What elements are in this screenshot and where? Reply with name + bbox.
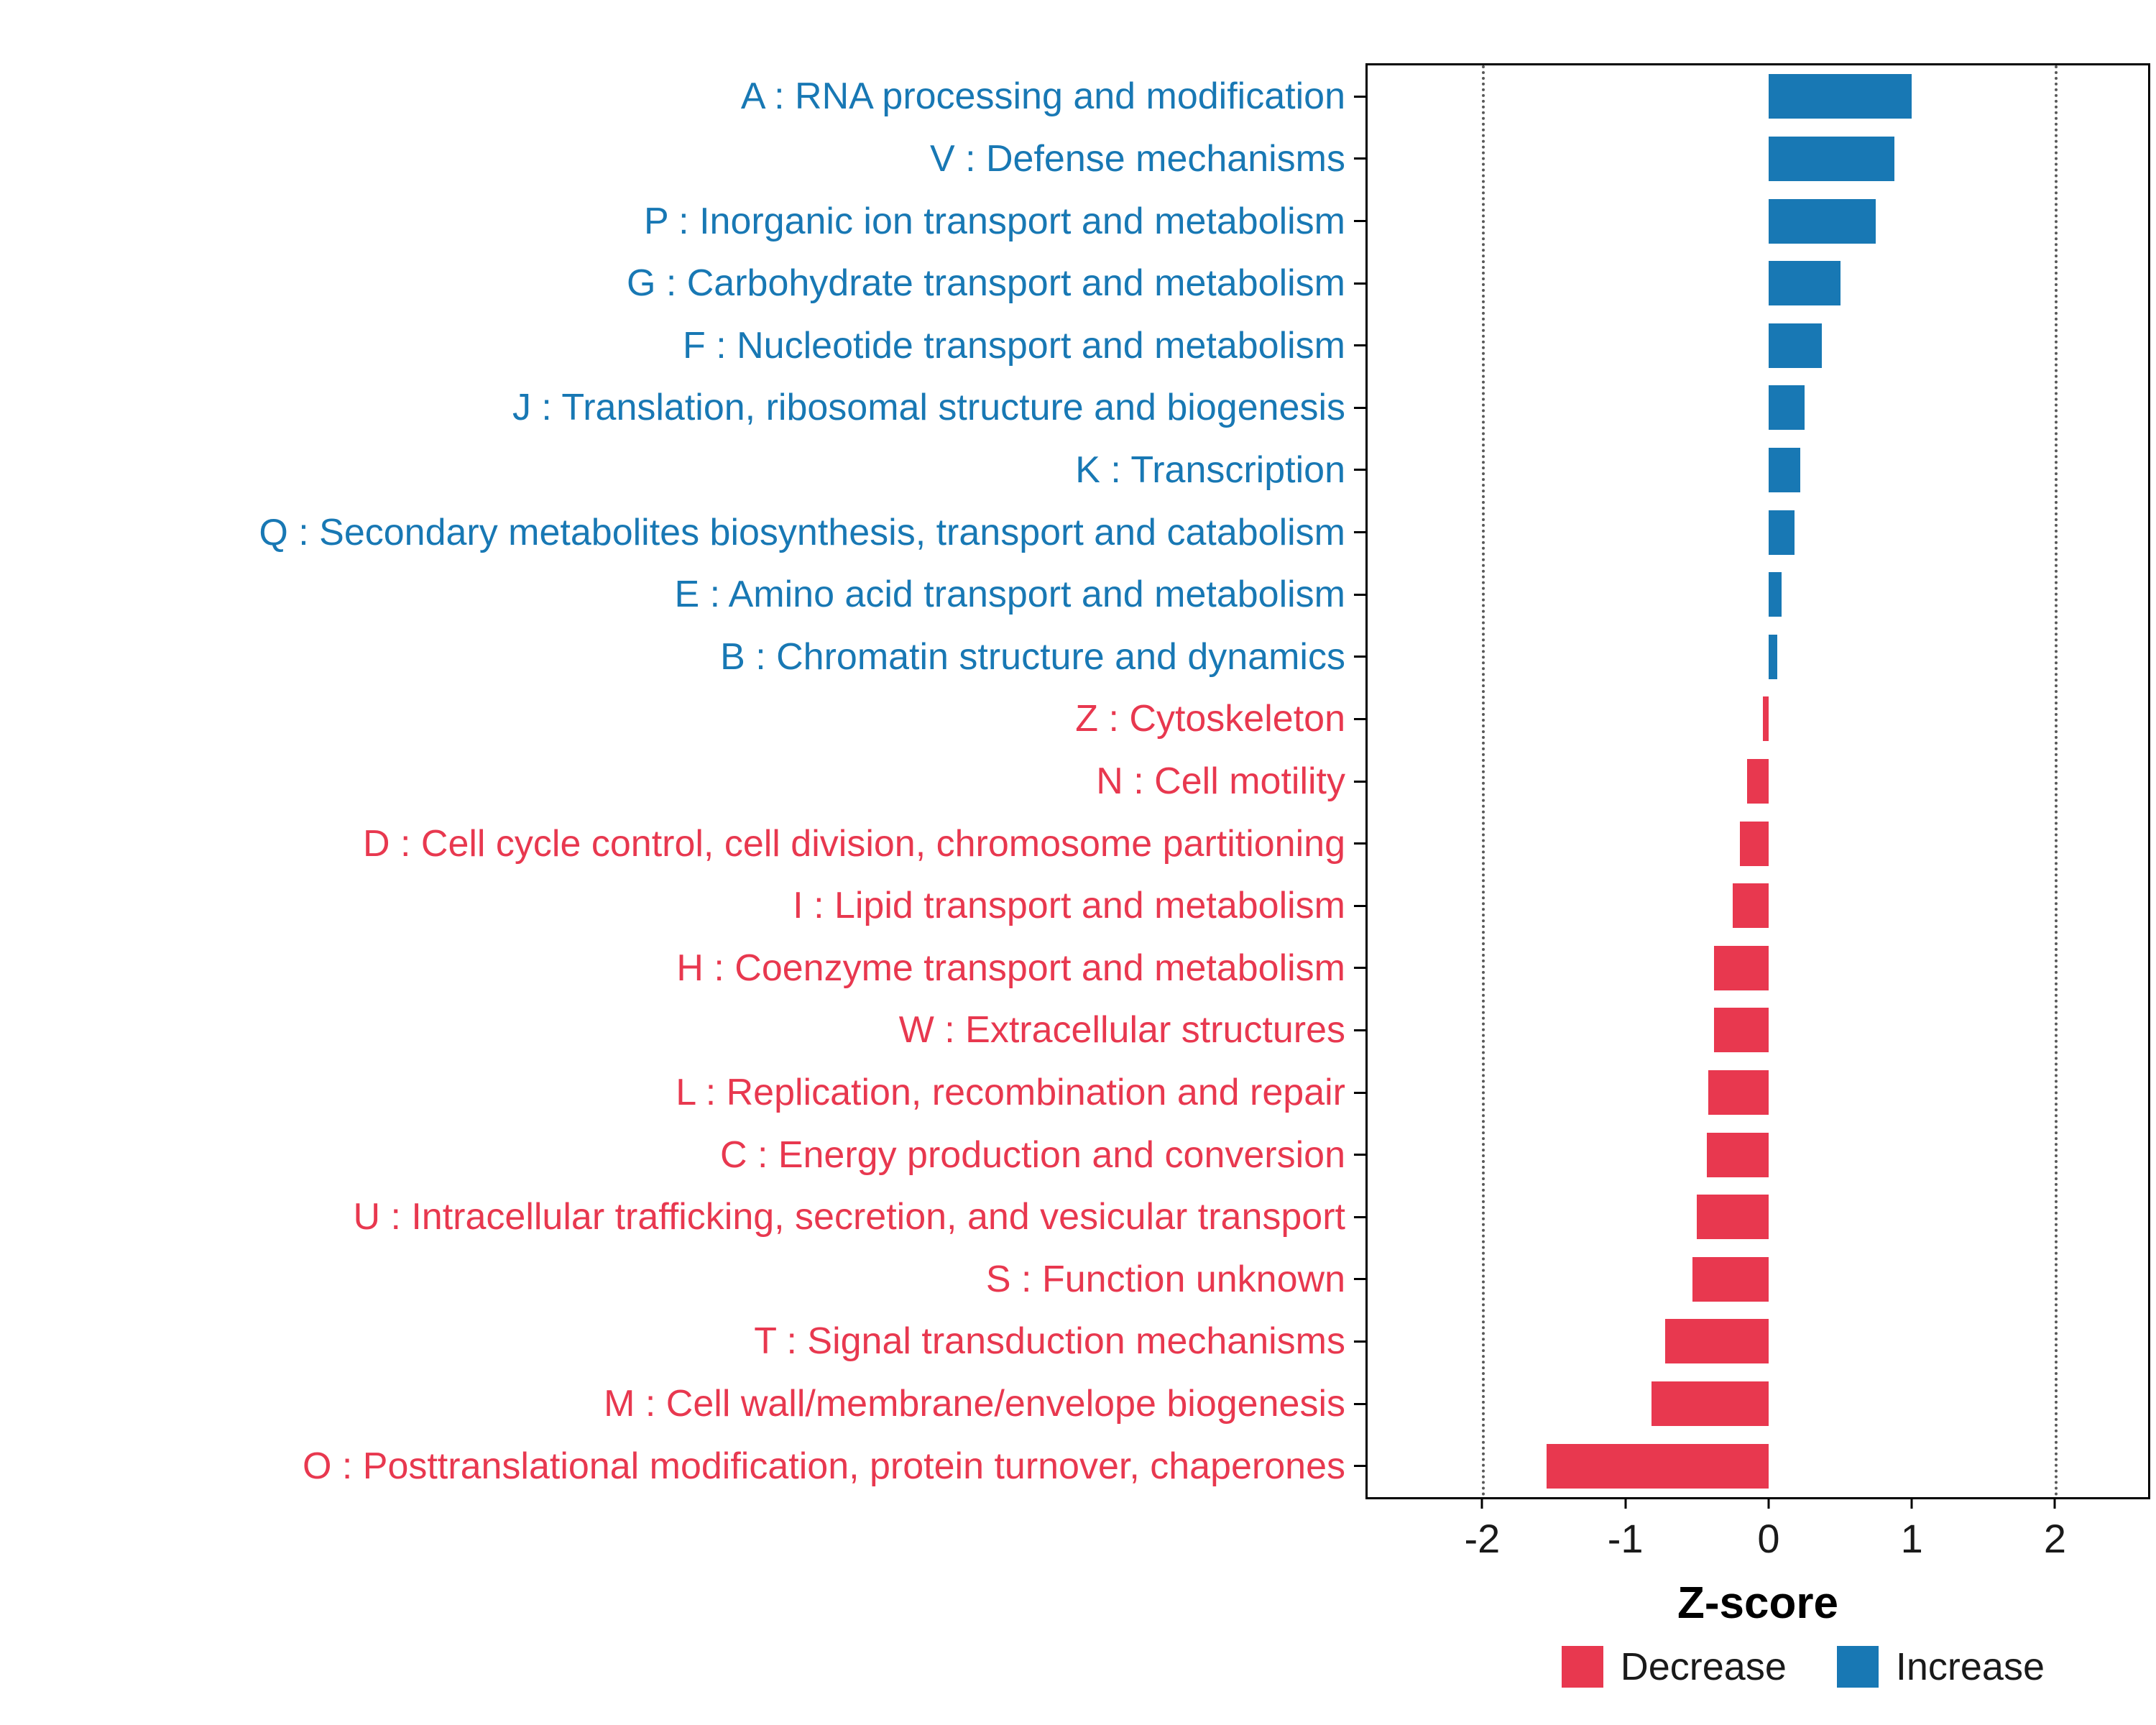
category-label: F : Nucleotide transport and metabolism — [683, 324, 1345, 367]
category-label: B : Chromatin structure and dynamics — [720, 635, 1345, 678]
y-tick-mark — [1354, 904, 1365, 907]
y-tick-mark — [1354, 1029, 1365, 1031]
x-tick-label: -1 — [1607, 1516, 1644, 1561]
bar — [1714, 1008, 1769, 1053]
bar — [1733, 883, 1769, 929]
x-tick-label: 2 — [2043, 1516, 2067, 1561]
x-tick-mark — [1767, 1497, 1770, 1509]
y-tick-mark — [1354, 1402, 1365, 1405]
category-label: J : Translation, ribosomal structure and… — [512, 387, 1345, 429]
legend-label: Increase — [1895, 1645, 2045, 1688]
category-label: S : Function unknown — [985, 1258, 1345, 1300]
category-label: G : Carbohydrate transport and metabolis… — [626, 262, 1345, 305]
y-tick-mark — [1354, 717, 1365, 720]
category-label: W : Extracellular structures — [898, 1009, 1345, 1052]
bar — [1768, 261, 1841, 306]
category-label: V : Defense mechanisms — [929, 137, 1345, 180]
category-label: E : Amino acid transport and metabolism — [674, 574, 1345, 616]
bar — [1768, 136, 1895, 181]
bar — [1747, 759, 1769, 804]
y-tick-mark — [1354, 469, 1365, 472]
y-tick-mark — [1354, 1215, 1365, 1218]
category-label: I : Lipid transport and metabolism — [793, 885, 1345, 927]
y-tick-mark — [1354, 531, 1365, 534]
category-label: N : Cell motility — [1096, 760, 1345, 802]
category-label: L : Replication, recombination and repai… — [676, 1072, 1345, 1114]
legend: Decrease Increase — [1561, 1645, 2045, 1688]
x-tick-mark — [1480, 1497, 1483, 1509]
y-tick-mark — [1354, 282, 1365, 285]
bar — [1547, 1443, 1769, 1489]
bar — [1768, 323, 1822, 368]
bar — [1768, 74, 1912, 119]
bar — [1768, 385, 1805, 431]
bar — [1768, 447, 1800, 492]
bar — [1762, 696, 1769, 742]
plot-panel — [1365, 63, 2150, 1499]
x-tick-mark — [1910, 1497, 1913, 1509]
legend-swatch — [1836, 1646, 1879, 1688]
bar — [1665, 1319, 1769, 1364]
y-tick-mark — [1354, 842, 1365, 845]
bar — [1651, 1381, 1769, 1427]
y-axis-category-labels: A : RNA processing and modification V : D… — [0, 65, 1345, 1497]
reference-line — [2055, 65, 2058, 1497]
category-label: T : Signal transduction mechanisms — [754, 1320, 1345, 1363]
bar — [1740, 821, 1769, 866]
y-tick-mark — [1354, 220, 1365, 223]
category-label: A : RNA processing and modification — [740, 75, 1345, 118]
category-label: O : Posttranslational modification, prot… — [302, 1445, 1345, 1487]
category-label: U : Intracellular trafficking, secretion… — [353, 1196, 1345, 1238]
bar — [1697, 1195, 1769, 1240]
bar — [1768, 510, 1795, 555]
x-tick-label: 1 — [1900, 1516, 1923, 1561]
y-tick-mark — [1354, 1465, 1365, 1468]
bar — [1692, 1256, 1769, 1302]
category-label: C : Energy production and conversion — [719, 1133, 1345, 1176]
bar — [1768, 572, 1782, 617]
x-axis-title: Z-score — [1677, 1578, 1838, 1628]
y-tick-mark — [1354, 157, 1365, 160]
y-tick-mark — [1354, 1278, 1365, 1281]
bar — [1768, 634, 1777, 679]
x-axis: -2 -1 0 1 2 — [1368, 1497, 2148, 1605]
y-tick-mark — [1354, 95, 1365, 98]
bar — [1714, 945, 1769, 990]
legend-label: Decrease — [1620, 1645, 1787, 1688]
legend-item: Decrease — [1561, 1645, 1787, 1688]
y-tick-mark — [1354, 1340, 1365, 1343]
category-label: Z : Cytoskeleton — [1075, 698, 1345, 740]
category-label: M : Cell wall/membrane/envelope biogenes… — [604, 1383, 1345, 1425]
category-label: D : Cell cycle control, cell division, c… — [363, 822, 1345, 865]
category-label: Q : Secondary metabolites biosynthesis, … — [259, 511, 1345, 553]
x-tick-label: -2 — [1464, 1516, 1501, 1561]
legend-swatch — [1561, 1646, 1603, 1688]
x-tick-label: 0 — [1757, 1516, 1780, 1561]
y-tick-mark — [1354, 1091, 1365, 1094]
reference-line — [1482, 65, 1485, 1497]
x-tick-mark — [1624, 1497, 1627, 1509]
category-label: P : Inorganic ion transport and metaboli… — [643, 200, 1345, 242]
category-label: K : Transcription — [1075, 448, 1345, 491]
category-label: H : Coenzyme transport and metabolism — [676, 947, 1345, 989]
y-tick-mark — [1354, 406, 1365, 409]
y-tick-mark — [1354, 656, 1365, 658]
bar — [1708, 1070, 1769, 1116]
y-axis-tick-marks — [1354, 65, 1365, 1497]
y-tick-mark — [1354, 344, 1365, 347]
legend-item: Increase — [1836, 1645, 2045, 1688]
y-tick-mark — [1354, 593, 1365, 596]
x-tick-mark — [2053, 1497, 2056, 1509]
y-tick-mark — [1354, 967, 1365, 970]
y-tick-mark — [1354, 1154, 1365, 1156]
bar — [1768, 198, 1876, 244]
bar — [1707, 1132, 1769, 1177]
y-tick-mark — [1354, 780, 1365, 783]
